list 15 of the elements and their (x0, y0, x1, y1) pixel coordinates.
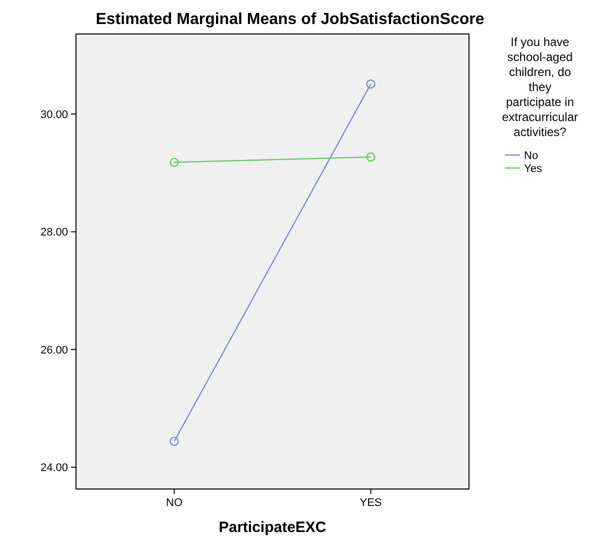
y-tick-label: 26.00 (40, 344, 68, 356)
legend-label: No (524, 150, 538, 162)
y-tick-label: 24.00 (40, 462, 68, 474)
point (366, 152, 376, 162)
x-axis-title: ParticipateEXC (218, 519, 326, 536)
y-tick-label: 28.00 (40, 226, 68, 239)
point (170, 158, 179, 167)
legend-label: Yes (524, 162, 542, 175)
chart-title: Estimated Marginal Means of JobSatisfactionScore (96, 11, 484, 28)
legend-title: If you have school-aged children, do they participate in extracurricular activities? (502, 35, 578, 139)
y-tick-label: 30.00 (40, 108, 68, 121)
point (170, 436, 179, 446)
x-tick-label: NO (166, 497, 183, 509)
point (366, 79, 376, 89)
x-tick-label: YES (360, 497, 382, 509)
